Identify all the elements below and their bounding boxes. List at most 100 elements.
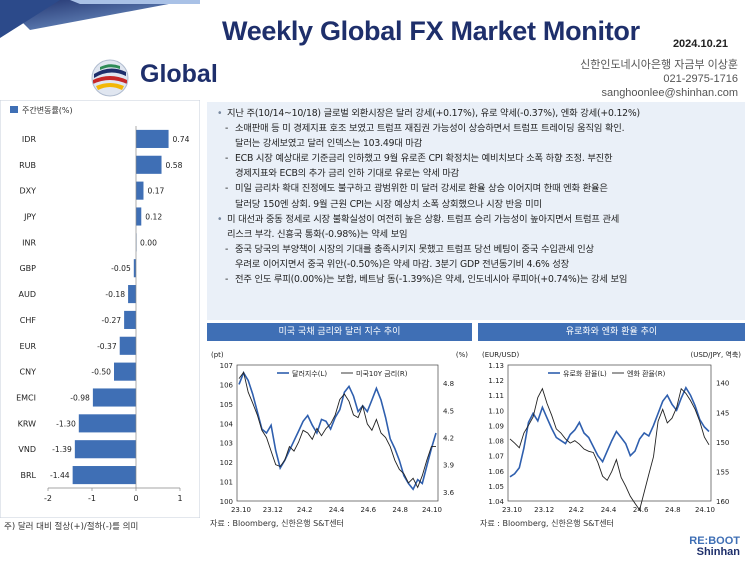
summary-line: 소매판매 등 미 경제지표 호조 보였고 트럼프 재집권 가능성이 상승하면서 …: [217, 121, 737, 136]
bar-eur: [119, 336, 136, 355]
summary-line: 우려로 이어지면서 중국 위안(-0.50%)은 약세 마감. 3분기 GDP …: [235, 258, 569, 270]
summary-line: ECB 시장 예상대로 기준금리 인하했고 9월 유로존 CPI 확정치는 예비…: [217, 151, 737, 166]
summary-line: 달러는 강세보였고 달러 인덱스는 103.49대 마감: [235, 138, 423, 150]
contact-name: 신한인도네시아은행 자금부 이상훈: [580, 59, 738, 71]
x-tick-label: 24.4: [601, 506, 617, 514]
x-tick-label: 0: [133, 494, 138, 503]
legend-label: 엔화 환율(R): [627, 369, 666, 378]
fx-chart-source: 자료 : Bloomberg, 신한은행 S&T센터: [480, 519, 615, 528]
category-label: DXY: [19, 187, 36, 196]
y-right-tick-label: 160: [716, 498, 729, 506]
y-right-tick-label: 145: [716, 409, 729, 417]
y-left-tick-label: 1.12: [488, 377, 504, 385]
value-label: 0.58: [166, 161, 183, 170]
value-label: -0.27: [101, 316, 121, 325]
y-right-tick-label: 155: [716, 468, 729, 476]
value-label: -0.18: [105, 290, 125, 299]
contact-phone: 021-2975-1716: [663, 73, 738, 85]
value-label: -0.05: [111, 264, 131, 273]
chart-footnote: 주) 달러 대비 절상(+)/절하(-)를 의미: [4, 522, 139, 532]
contact-info: 신한인도네시아은행 자금부 이상훈 021-2975-1716 sanghoon…: [580, 58, 738, 100]
legend-label: 유로화 환율(L): [563, 369, 607, 378]
y-left-tick-label: 1.06: [488, 468, 504, 476]
x-tick-label: 24.2: [569, 506, 585, 514]
x-tick-label: 24.10: [422, 506, 442, 514]
category-label: GBP: [19, 264, 36, 273]
eur-jpy-chart: (EUR/USD) (USD/JPY, 역축) 1.04 1.05 1.06 1.07 1.…: [478, 343, 745, 515]
x-tick-label: 23.12: [263, 506, 283, 514]
x-tick-label: 24.6: [361, 506, 377, 514]
summary-line: 미일 금리차 확대 진정에도 불구하고 광범위한 미 달러 강세로 환율 상승 …: [217, 181, 737, 196]
x-tick-label: -2: [44, 494, 52, 503]
bar-vnd: [74, 440, 136, 459]
y-left-tick-label: 102: [220, 459, 233, 467]
bar-chf: [124, 310, 136, 329]
category-label: BRL: [20, 471, 36, 480]
y-right-tick-label: 3.6: [443, 489, 455, 497]
x-tick-label: 24.8: [665, 506, 681, 514]
summary-line: 중국 당국의 부양책이 시장의 기대를 충족시키지 못했고 트럼프 당선 베팅이…: [217, 242, 737, 257]
x-tick-label: 24.6: [633, 506, 649, 514]
value-label: -0.98: [70, 394, 90, 403]
value-label: -0.37: [97, 342, 117, 351]
value-label: 0.12: [145, 213, 162, 222]
category-label: RUB: [19, 161, 36, 170]
summary-line: 달러당 150엔 상회. 9월 근원 CPI는 시장 예상치 소폭 상회했으나 …: [235, 198, 542, 210]
y-left-tick-label: 100: [220, 498, 233, 506]
x-tick-label: 24.2: [297, 506, 313, 514]
y-right-tick-label: 4.5: [443, 407, 454, 415]
category-label: CHF: [20, 316, 37, 325]
bar-gbp: [133, 259, 136, 278]
report-date: 2024.10.21: [672, 38, 728, 50]
summary-line: 리스크 부각. 신흥국 통화(-0.98%)는 약세 보임: [227, 228, 408, 240]
category-label: JPY: [23, 213, 36, 222]
bar-cny: [114, 362, 136, 381]
page-title: Weekly Global FX Market Monitor: [222, 16, 640, 46]
y-left-tick-label: 1.09: [488, 422, 504, 430]
y-left-tick-label: 1.13: [488, 362, 504, 370]
category-label: EMCI: [16, 394, 36, 403]
y-left-tick-label: 106: [220, 381, 234, 389]
y-right-tick-label: 4.8: [443, 380, 454, 388]
summary-line: 지난 주(10/14~10/18) 글로벌 외환시장은 달러 강세(+0.17%…: [217, 106, 737, 121]
y-right-tick-label: 150: [716, 439, 729, 447]
y-left-tick-label: 1.05: [488, 483, 504, 491]
value-label: 0.00: [140, 238, 157, 247]
x-tick-label: 23.10: [231, 506, 251, 514]
plot-frame: [236, 364, 439, 502]
fx-weekly-change-chart: 주간변동률(%) IDR 0.74 RUB 0.58 DXY 0.17 JPY 0.12 INR 0…: [0, 100, 200, 518]
bar-dxy: [136, 181, 144, 200]
x-tick-label: 24.8: [392, 506, 408, 514]
eur-jpy-title: 유로화와 엔화 환율 추이: [478, 323, 745, 341]
series-line-2: [509, 387, 710, 511]
value-label: -1.30: [56, 419, 76, 428]
bar-aud: [128, 285, 136, 304]
bar-brl: [72, 466, 136, 485]
contact-email[interactable]: sanghoonlee@shinhan.com: [601, 87, 738, 99]
plot-frame: [507, 364, 712, 502]
y-left-tick-label: 105: [220, 401, 233, 409]
y-left-tick-label: 1.10: [488, 407, 504, 415]
value-label: 0.17: [147, 187, 164, 196]
reboot-shinhan-logo: RE:BOOT Shinhan: [689, 535, 740, 558]
value-label: -1.44: [50, 471, 70, 480]
us-rates-dxy-chart: (pt) (%) 100 101 102 103 104 105 106 107 3.6 3.9 4.2…: [207, 343, 472, 515]
category-label: AUD: [19, 290, 37, 299]
category-label: IDR: [22, 135, 37, 144]
y-left-tick-label: 1.11: [488, 392, 504, 400]
plot-bg: [478, 343, 745, 515]
y-left-tick-label: 104: [220, 420, 234, 428]
summary-line: 경제지표와 ECB의 추가 금리 인하 기대로 유로는 약세 마감: [235, 168, 459, 180]
value-label: -0.50: [91, 368, 111, 377]
y-left-tick-label: 1.07: [488, 453, 504, 461]
bar-jpy: [136, 207, 142, 226]
summary-line: 전주 인도 루피(0.00%)는 보합, 베트남 동(-1.39%)은 약세, …: [217, 272, 737, 287]
legend-swatch: [10, 106, 18, 113]
bar-emci: [92, 388, 136, 407]
left-unit: (EUR/USD): [482, 351, 519, 359]
value-label: -1.39: [52, 445, 72, 454]
right-unit: (USD/JPY, 역축): [690, 350, 741, 359]
legend-label: 달러지수(L): [292, 369, 327, 378]
y-right-tick-label: 140: [716, 380, 729, 388]
y-left-tick-label: 107: [220, 362, 233, 370]
